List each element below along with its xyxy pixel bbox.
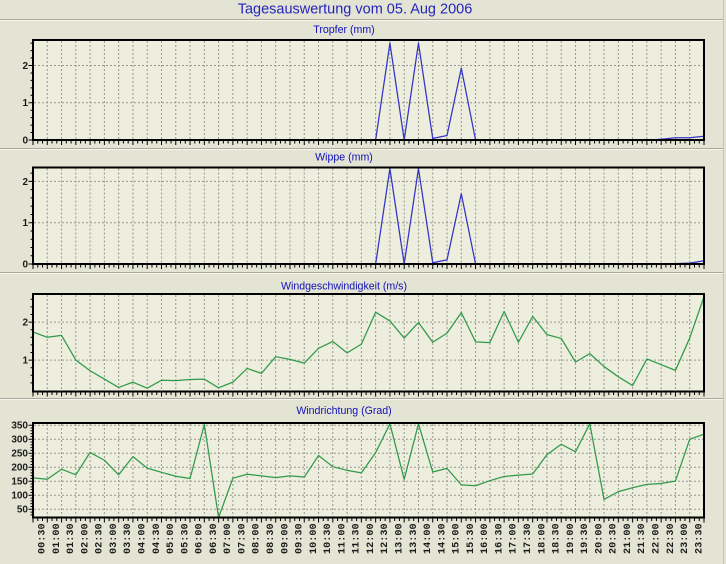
svg-text:2: 2 [22,318,28,329]
svg-text:07:00: 07:00 [223,523,234,554]
svg-text:Tropfer (mm): Tropfer (mm) [313,24,374,36]
svg-text:08:30: 08:30 [266,523,277,554]
svg-text:13:30: 13:30 [409,523,420,554]
svg-text:0: 0 [22,135,28,146]
svg-text:09:30: 09:30 [295,523,306,554]
svg-text:Windgeschwindigkeit (m/s): Windgeschwindigkeit (m/s) [281,281,407,293]
svg-text:12:00: 12:00 [366,523,377,554]
svg-text:0: 0 [22,259,28,270]
svg-text:19:00: 19:00 [566,523,577,554]
svg-text:22:30: 22:30 [666,523,677,554]
svg-text:17:30: 17:30 [523,523,534,554]
svg-text:150: 150 [11,477,28,488]
svg-text:250: 250 [11,449,28,460]
svg-text:23:00: 23:00 [680,523,691,554]
svg-text:15:30: 15:30 [466,523,477,554]
svg-text:18:00: 18:00 [537,523,548,554]
svg-text:2: 2 [22,61,28,72]
svg-text:12:30: 12:30 [380,523,391,554]
svg-text:16:00: 16:00 [480,523,491,554]
svg-text:19:30: 19:30 [580,523,591,554]
svg-text:300: 300 [11,435,28,446]
svg-text:00:30: 00:30 [38,523,49,554]
svg-text:05:00: 05:00 [166,523,177,554]
svg-text:17:00: 17:00 [509,523,520,554]
svg-text:02:00: 02:00 [80,523,91,554]
svg-text:05:30: 05:30 [180,523,191,554]
svg-text:2: 2 [22,177,28,188]
svg-text:Tagesauswertung vom 05. Aug 20: Tagesauswertung vom 05. Aug 2006 [238,2,473,18]
svg-text:200: 200 [11,463,28,474]
svg-text:01:00: 01:00 [52,523,63,554]
svg-text:23:30: 23:30 [694,523,705,554]
svg-text:Wippe (mm): Wippe (mm) [315,152,373,164]
svg-text:04:30: 04:30 [152,523,163,554]
svg-text:22:00: 22:00 [651,523,662,554]
svg-text:1: 1 [22,98,28,109]
svg-text:11:30: 11:30 [352,523,363,554]
svg-text:09:00: 09:00 [280,523,291,554]
svg-text:16:30: 16:30 [494,523,505,554]
svg-text:03:00: 03:00 [109,523,120,554]
svg-text:15:00: 15:00 [452,523,463,554]
svg-text:100: 100 [11,491,28,502]
svg-text:Windrichtung (Grad): Windrichtung (Grad) [296,405,391,417]
svg-text:06:30: 06:30 [209,523,220,554]
svg-text:08:00: 08:00 [252,523,263,554]
svg-text:13:00: 13:00 [394,523,405,554]
svg-text:02:30: 02:30 [95,523,106,554]
svg-text:1: 1 [22,356,28,367]
svg-text:10:00: 10:00 [309,523,320,554]
svg-text:21:00: 21:00 [623,523,634,554]
svg-text:04:00: 04:00 [138,523,149,554]
svg-text:03:30: 03:30 [123,523,134,554]
svg-text:10:30: 10:30 [323,523,334,554]
svg-text:06:00: 06:00 [195,523,206,554]
svg-text:1: 1 [22,218,28,229]
svg-text:50: 50 [17,505,29,516]
svg-text:14:00: 14:00 [423,523,434,554]
svg-text:21:30: 21:30 [637,523,648,554]
svg-text:01:30: 01:30 [66,523,77,554]
svg-text:18:30: 18:30 [552,523,563,554]
svg-text:20:30: 20:30 [609,523,620,554]
svg-text:07:30: 07:30 [237,523,248,554]
svg-text:11:00: 11:00 [337,523,348,554]
svg-text:20:00: 20:00 [594,523,605,554]
svg-text:14:30: 14:30 [437,523,448,554]
svg-text:350: 350 [11,421,28,432]
